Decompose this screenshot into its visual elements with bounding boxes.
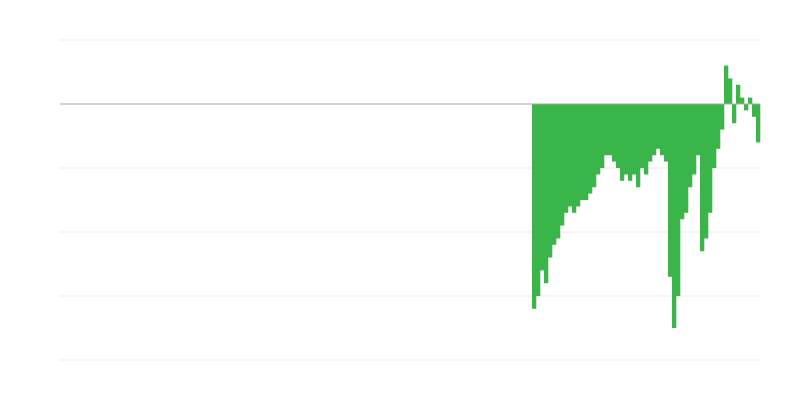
bar [556, 104, 561, 239]
bar [536, 104, 541, 296]
bar [648, 104, 653, 162]
bar [632, 104, 637, 175]
bar [740, 97, 745, 104]
bar [568, 104, 573, 207]
bar [620, 104, 625, 181]
bar [616, 104, 621, 168]
bar [640, 104, 645, 168]
bar [688, 104, 693, 188]
bar [736, 84, 741, 104]
bar [720, 104, 725, 130]
bar [552, 104, 557, 245]
bar [672, 104, 677, 328]
bar [612, 104, 617, 162]
bar [644, 104, 649, 175]
bar [664, 104, 669, 162]
bar [724, 65, 729, 104]
bar [604, 104, 609, 156]
bar [732, 104, 737, 124]
bar [700, 104, 705, 252]
bar [580, 104, 585, 200]
bar [584, 104, 589, 200]
bar [692, 104, 697, 175]
bar [572, 104, 577, 213]
bar [656, 104, 661, 149]
bar [540, 104, 545, 271]
bar [728, 78, 733, 104]
bar [660, 104, 665, 156]
bar [676, 104, 681, 296]
bar [548, 104, 553, 258]
bar [608, 104, 613, 156]
bar [628, 104, 633, 181]
bar [652, 104, 657, 156]
bar [532, 104, 537, 309]
bar [752, 104, 757, 117]
bar [712, 104, 717, 168]
bar [564, 104, 569, 213]
bar [560, 104, 565, 226]
bar [596, 104, 601, 175]
bar [680, 104, 685, 220]
bar [588, 104, 593, 194]
bar [544, 104, 549, 284]
bar [576, 104, 581, 207]
bar [704, 104, 709, 239]
bar [696, 104, 701, 156]
bar [744, 104, 749, 111]
bar [592, 104, 597, 188]
bar [636, 104, 641, 188]
bar [756, 104, 761, 143]
bar [716, 104, 721, 149]
bar [708, 104, 713, 213]
bar [684, 104, 689, 213]
bar [624, 104, 629, 175]
bar [668, 104, 673, 277]
bar [748, 97, 753, 104]
bar [600, 104, 605, 168]
